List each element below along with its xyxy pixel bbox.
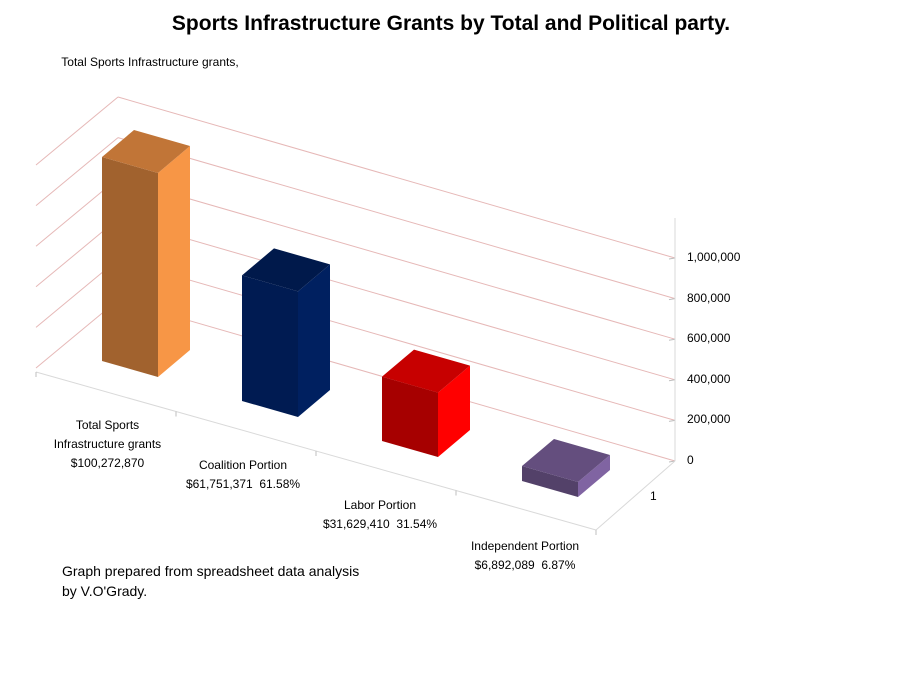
gridline-back bbox=[117, 177, 676, 340]
depth-axis-tick: 1 bbox=[650, 489, 657, 503]
bar-top-face bbox=[242, 248, 330, 292]
bar-2 bbox=[242, 248, 330, 417]
bar-side-face bbox=[438, 365, 470, 457]
footnote: Graph prepared from spreadsheet data ana… bbox=[62, 563, 360, 599]
gridline-back bbox=[117, 218, 676, 381]
y-tick-label: 1,000,000 bbox=[687, 250, 741, 264]
chart-title: Sports Infrastructure Grants by Total an… bbox=[171, 12, 731, 35]
gridline-back bbox=[117, 96, 676, 259]
gridline-back bbox=[117, 137, 676, 300]
y-axis-tick bbox=[668, 338, 676, 341]
bar-3 bbox=[382, 349, 470, 457]
y-axis-tick bbox=[668, 257, 676, 260]
y-tick-label: 800,000 bbox=[687, 290, 731, 305]
bar-side-face bbox=[298, 264, 330, 417]
y-axis-tick bbox=[668, 298, 676, 301]
x-category-label: Total Sports Infrastructure grants $100,… bbox=[53, 418, 162, 470]
bars bbox=[102, 130, 610, 497]
bar-top-face bbox=[102, 130, 190, 173]
y-tick-label: 200,000 bbox=[687, 412, 731, 427]
x-category-label: Independent Portion $6,892,089 6.87% bbox=[470, 539, 580, 572]
gridline-side bbox=[35, 137, 119, 206]
bar-side-face bbox=[578, 455, 610, 497]
bar-front-face bbox=[382, 376, 438, 457]
y-axis-tick bbox=[668, 379, 676, 382]
bar-front-face bbox=[102, 157, 158, 377]
bar-top-face bbox=[382, 349, 470, 393]
depth-axis-line bbox=[595, 460, 676, 531]
bar-top-face bbox=[522, 439, 610, 482]
y-axis-tick bbox=[668, 419, 676, 422]
bar-front-face bbox=[522, 466, 578, 497]
x-category-label: Coalition Portion $61,751,371 61.58% bbox=[185, 458, 301, 491]
gridline-side bbox=[35, 96, 119, 166]
bar-side-face bbox=[158, 146, 190, 377]
y-tick-label: 0 bbox=[687, 453, 694, 467]
y-axis-title: Total Sports Infrastructure grants, bbox=[61, 55, 239, 69]
gridline-back bbox=[117, 258, 676, 421]
y-tick-label: 400,000 bbox=[687, 371, 731, 386]
bar-front-face bbox=[242, 275, 298, 417]
x-category-label: Labor Portion $31,629,410 31.54% bbox=[322, 498, 438, 531]
y-axis-tick bbox=[668, 460, 676, 463]
y-tick-label: 600,000 bbox=[687, 331, 731, 346]
axes bbox=[35, 218, 676, 535]
bar-4 bbox=[522, 439, 610, 497]
bar-1 bbox=[102, 130, 190, 377]
